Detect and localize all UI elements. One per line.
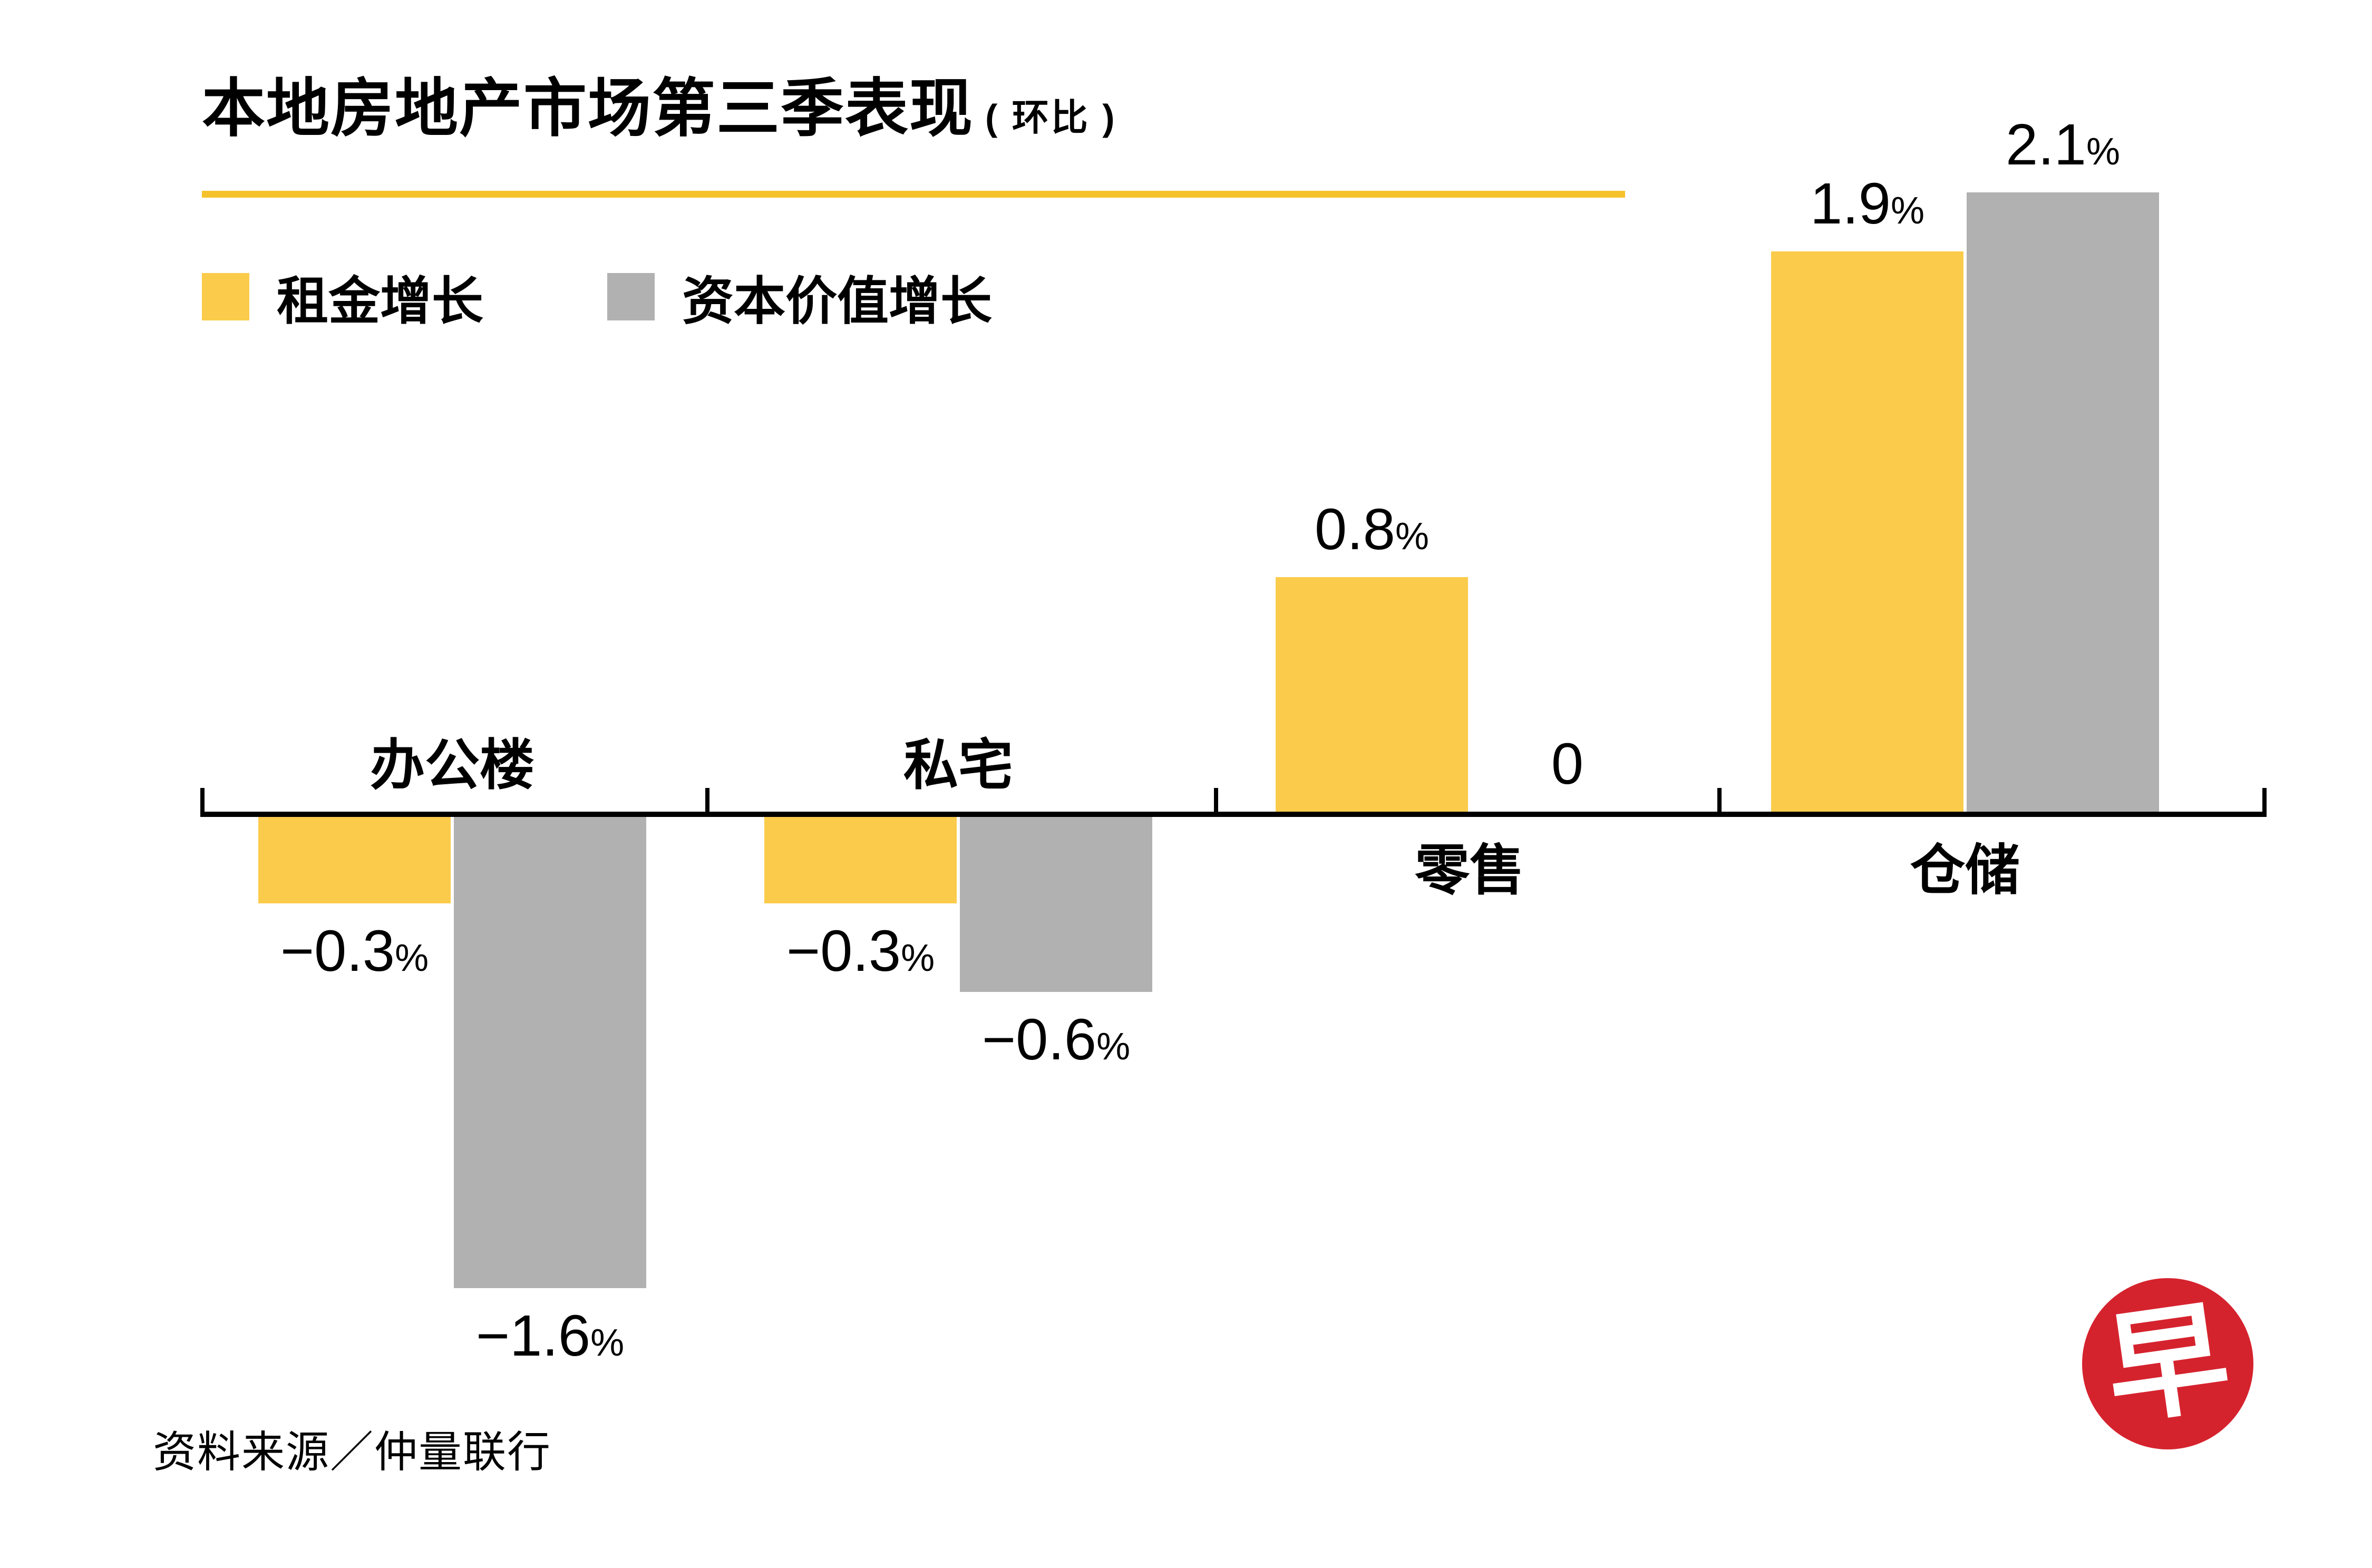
x-axis-tick-2 [1214, 788, 1218, 814]
x-axis-tick-1 [705, 788, 709, 814]
x-axis-tick-3 [1717, 788, 1722, 814]
title-underline [202, 191, 1625, 198]
category-label-0: 办公楼 [370, 735, 535, 796]
value-label-capital-3: 2.1% [2006, 112, 2120, 177]
bar-capital-1 [960, 814, 1152, 992]
value-label-rental-3: 1.9% [1810, 171, 1924, 237]
page-title: 本地房地产市场第三季表现 [202, 73, 974, 144]
legend-label-0: 租金增长 [277, 272, 484, 330]
legend-swatch-1 [607, 273, 655, 320]
category-label-3: 仓储 [1910, 840, 2020, 901]
value-label-rental-2: 0.8% [1315, 497, 1429, 562]
legend-swatch-0 [202, 273, 249, 320]
legend-label-1: 资本价值增长 [682, 272, 993, 330]
bar-capital-0 [454, 814, 646, 1289]
page-title-suffix: ( 环比 ) [985, 97, 1117, 138]
bar-rental-0 [258, 814, 451, 903]
x-axis-tick-4 [2262, 788, 2267, 814]
legend: 租金增长 资本价值增长 [202, 259, 992, 334]
value-label-capital-1: −0.6% [981, 1007, 1131, 1073]
bar-rental-2 [1276, 577, 1468, 814]
x-axis-tick-0 [200, 788, 205, 814]
value-label-rental-1: −0.3% [786, 918, 935, 983]
zaobao-logo: 早 [2082, 1278, 2253, 1449]
value-label-rental-0: −0.3% [280, 918, 429, 983]
bar-capital-3 [1967, 192, 2159, 814]
zaobao-logo-character: 早 [2098, 1288, 2238, 1439]
legend-item-1: 资本价值增长 [607, 259, 992, 334]
bar-rental-3 [1771, 251, 1963, 814]
bar-rental-1 [764, 814, 957, 903]
value-label-capital-2: 0 [1551, 732, 1584, 796]
value-label-capital-0: −1.6% [475, 1303, 625, 1369]
legend-item-0: 租金增长 [202, 259, 483, 334]
source-note: 资料来源／仲量联行 [153, 1428, 552, 1476]
x-axis-line [200, 812, 2267, 817]
category-label-2: 零售 [1414, 840, 1525, 901]
chart-header: 本地房地产市场第三季表现 ( 环比 ) [202, 57, 1117, 149]
category-label-1: 私宅 [903, 735, 1014, 796]
